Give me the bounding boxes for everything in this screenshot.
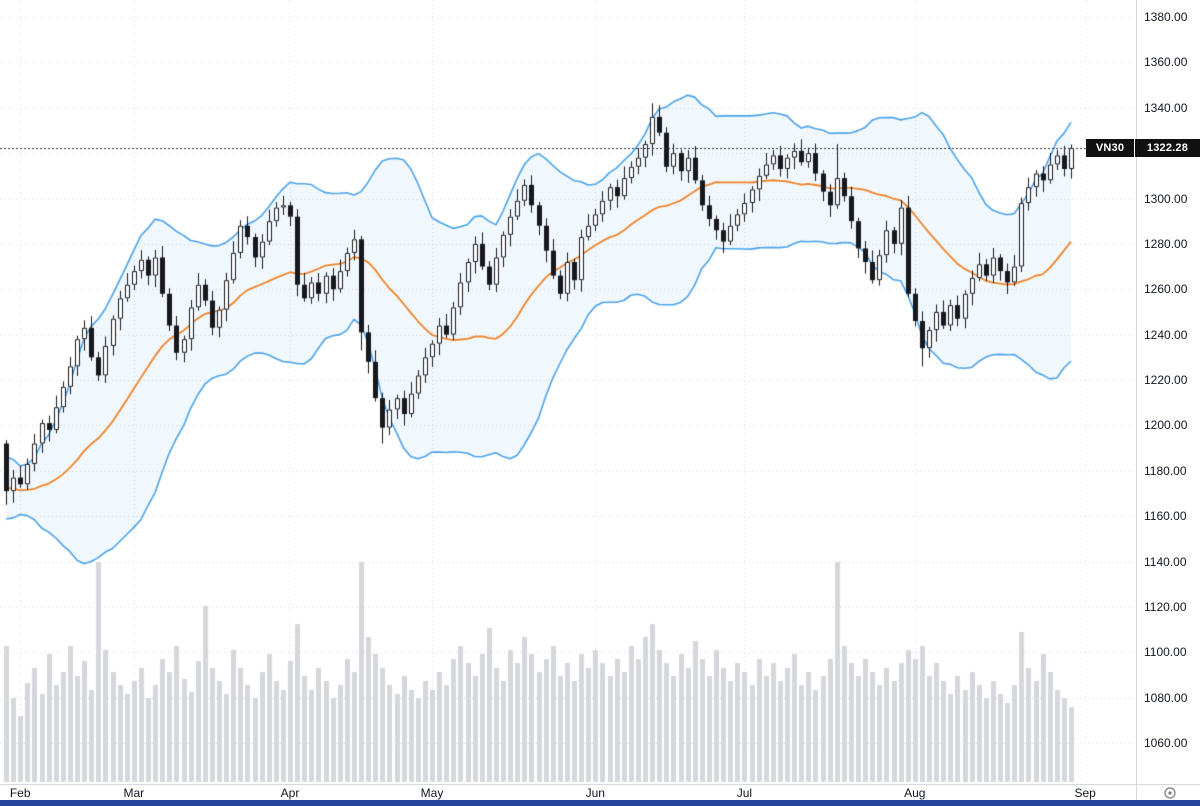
price-tick-label: 1360.00 bbox=[1144, 55, 1188, 70]
price-tick-label: 1280.00 bbox=[1144, 236, 1188, 251]
last-price-label: VN30 1322.28 bbox=[1086, 138, 1200, 157]
time-tick-label: Aug bbox=[904, 786, 926, 800]
time-tick-label: May bbox=[420, 786, 444, 800]
price-tick-label: 1060.00 bbox=[1144, 736, 1188, 750]
symbol-badge: VN30 bbox=[1086, 138, 1134, 157]
time-tick-label: Sep bbox=[1074, 786, 1096, 800]
price-tick-label: 1240.00 bbox=[1144, 327, 1188, 342]
price-tick-label: 1200.00 bbox=[1144, 418, 1188, 433]
price-tick-label: 1180.00 bbox=[1144, 463, 1187, 478]
price-tick-label: 1340.00 bbox=[1144, 100, 1188, 115]
time-tick-label: Jul bbox=[736, 786, 753, 800]
time-tick-label: Apr bbox=[280, 786, 300, 800]
price-tick-label: 1380.00 bbox=[1144, 10, 1188, 24]
scales-settings-icon[interactable] bbox=[1163, 786, 1177, 800]
price-tick-label: 1300.00 bbox=[1144, 191, 1188, 206]
bottom-accent-bar bbox=[0, 800, 1200, 806]
time-tick-label: Feb bbox=[9, 786, 31, 800]
price-tick-label: 1080.00 bbox=[1144, 690, 1188, 705]
candlestick-chart-canvas[interactable] bbox=[0, 0, 1136, 784]
price-axis[interactable]: 1380.001360.001340.001320.001300.001280.… bbox=[1136, 0, 1200, 784]
price-tick-label: 1100.00 bbox=[1144, 645, 1187, 660]
price-tick-label: 1120.00 bbox=[1144, 599, 1187, 614]
price-tick-label: 1160.00 bbox=[1144, 509, 1187, 524]
price-tick-label: 1260.00 bbox=[1144, 282, 1188, 297]
time-axis[interactable]: Feb Mar Apr May Jun Jul Aug Sep bbox=[0, 784, 1136, 800]
chart-plot-area[interactable]: VN30 1322.28 bbox=[0, 0, 1200, 784]
last-price-value: 1322.28 bbox=[1135, 138, 1200, 157]
price-tick-label: 1140.00 bbox=[1144, 554, 1187, 569]
axis-settings-corner[interactable] bbox=[1136, 784, 1200, 800]
price-tick-label: 1220.00 bbox=[1144, 373, 1188, 387]
time-tick-label: Mar bbox=[123, 786, 145, 800]
time-tick-label: Jun bbox=[585, 786, 605, 800]
